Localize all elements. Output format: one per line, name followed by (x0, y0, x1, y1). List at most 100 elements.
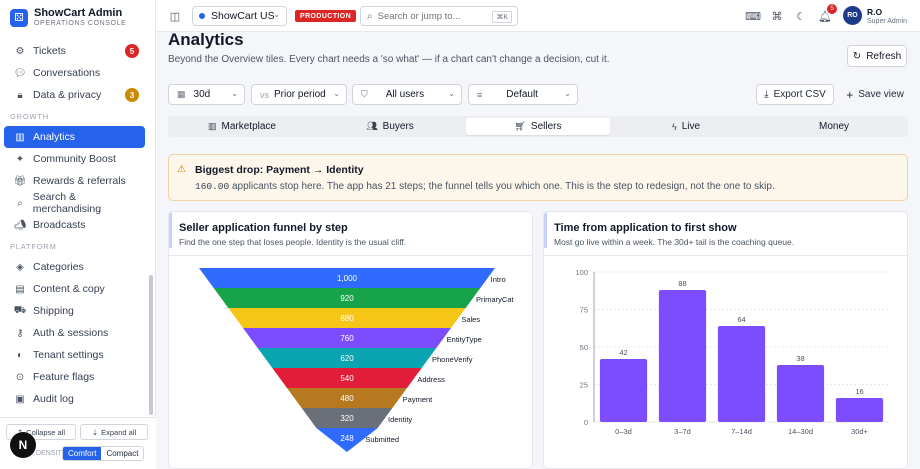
density-comfort-option[interactable]: Comfort (63, 447, 102, 460)
chevron-down-icon: ⌄ (333, 89, 340, 98)
tab-marketplace[interactable]: ▥ Marketplace (170, 118, 314, 135)
tab-buyers[interactable]: 👥︎ Buyers (318, 118, 462, 135)
sidebar-item-categories[interactable]: ◈ Categories (4, 256, 145, 278)
megaphone-icon: 📣︎ (13, 219, 27, 231)
sidebar-item-label: Feature flags (33, 371, 95, 383)
expand-all-label: Expand all (101, 427, 137, 437)
brand[interactable]: ⚄ ShowCart Admin OPERATIONS CONSOLE (10, 7, 126, 28)
brand-title: ShowCart Admin (34, 7, 123, 19)
sidebar-item-tenant-settings[interactable]: ◐ Tenant settings (4, 344, 145, 366)
store-select[interactable]: ShowCart US ⌄ (192, 6, 287, 26)
tab-sellers[interactable]: 🛒︎ Sellers (466, 118, 610, 135)
tab-live[interactable]: ϟ Live (614, 118, 758, 135)
sidebar-item-content-copy[interactable]: ▤ Content & copy (4, 278, 145, 300)
lines-icon: ≡ (477, 89, 483, 100)
compare-select[interactable]: vs Prior period ⌄ (251, 84, 347, 105)
users-icon: 👥︎ (366, 121, 378, 131)
sidebar-item-conversations[interactable]: 💬︎ Conversations (4, 62, 145, 84)
funnel-segment[interactable] (316, 428, 378, 452)
search-box[interactable]: ⌕ ⌘K (360, 6, 518, 26)
bar[interactable] (835, 398, 884, 422)
bar[interactable] (599, 359, 648, 422)
bar[interactable] (717, 326, 766, 422)
funnel-segment[interactable] (287, 388, 407, 408)
funnel-value-label: 880 (340, 314, 354, 323)
export-csv-label: Export CSV (773, 89, 826, 100)
bar-chart-icon: ▥ (15, 131, 25, 143)
funnel-segment[interactable] (213, 288, 481, 308)
bar-value-label: 64 (737, 315, 745, 324)
sidebar-item-label: Rewards & referrals (33, 175, 126, 187)
refresh-button[interactable]: ↻ Refresh (847, 45, 907, 67)
bell-icon[interactable]: 🔔︎ (818, 10, 832, 23)
audience-select[interactable]: ⛉ All users ⌄ (352, 84, 462, 105)
page-title: Analytics (168, 30, 244, 49)
funnel-step-label: Sales (461, 315, 480, 324)
calendar-icon: ▦ (177, 89, 186, 99)
funnel-step-label: Identity (388, 415, 412, 424)
sidebar-toggle-icon[interactable]: ◫ (169, 10, 181, 23)
search-input[interactable] (377, 10, 478, 22)
bar[interactable] (658, 290, 707, 422)
store-dot-icon (199, 13, 205, 19)
funnel-segment[interactable] (257, 348, 437, 368)
funnel-segment[interactable] (301, 408, 393, 428)
density-toggle[interactable]: Comfort Compact (62, 446, 145, 461)
count-badge: 5 (125, 44, 139, 58)
expand-all-button[interactable]: ⇣ Expand all (80, 424, 148, 440)
layers-icon: ◈ (16, 261, 24, 273)
funnel-segment[interactable] (228, 308, 466, 328)
sidebar-scrollbar[interactable] (149, 275, 153, 415)
moon-icon[interactable]: ☾ (796, 10, 806, 23)
sidebar-item-label: Conversations (33, 67, 101, 79)
page-subtitle: Beyond the Overview tiles. Every chart n… (168, 54, 610, 65)
sidebar-item-community-boost[interactable]: ✦ Community Boost (4, 148, 145, 170)
divider (544, 255, 907, 256)
y-tick-label: 100 (575, 268, 588, 277)
sidebar-item-label: Shipping (33, 305, 74, 317)
next-logo-avatar[interactable]: N (10, 432, 36, 458)
compare-prefix: vs (260, 89, 269, 100)
sidebar-item-analytics[interactable]: ▥ Analytics (4, 126, 145, 148)
sidebar-item-search-merchandising[interactable]: ⌕ Search & merchandising (4, 191, 145, 215)
sidebar-item-broadcasts[interactable]: 📣︎ Broadcasts (4, 214, 145, 236)
funnel-chart: 1,000 Intro 920 PrimaryCat 880 Sales 760 Entity… (199, 268, 514, 452)
palette-icon: ◐ (16, 349, 24, 361)
save-view-button[interactable]: + Save view (842, 84, 908, 105)
expand-icon: ⇣ (91, 427, 99, 437)
keyboard-icon[interactable]: ⌨ (745, 10, 761, 23)
bar-value-label: 88 (678, 279, 686, 288)
command-icon[interactable]: ⌘ (771, 10, 783, 23)
funnel-segment[interactable] (272, 368, 422, 388)
bar[interactable] (776, 365, 825, 422)
sidebar-item-tickets[interactable]: ⚙ Tickets 5 (4, 40, 145, 62)
gift-icon: 🎁︎ (13, 175, 27, 187)
funnel-value-label: 1,000 (337, 274, 358, 283)
sidebar-item-rewards-referrals[interactable]: 🎁︎ Rewards & referrals (4, 170, 145, 192)
sidebar-item-label: Broadcasts (33, 219, 86, 231)
sidebar-item-label: Audit log (33, 393, 74, 405)
density-compact-option[interactable]: Compact (106, 449, 139, 458)
brand-subtitle: OPERATIONS CONSOLE (34, 20, 127, 27)
x-tick-label: 3–7d (674, 427, 691, 436)
tab-money[interactable]: Money (762, 118, 906, 135)
view-select[interactable]: ≡ Default ⌄ (468, 84, 578, 105)
sidebar-item-audit-log[interactable]: ▣ Audit log (4, 388, 145, 410)
sidebar-item-feature-flags[interactable]: ⊙ Feature flags (4, 366, 145, 388)
sidebar-item-auth-sessions[interactable]: ⚷ Auth & sessions (4, 322, 145, 344)
sidebar-item-shipping[interactable]: ⛟ Shipping (4, 300, 145, 322)
export-csv-button[interactable]: ⤓ Export CSV (756, 84, 834, 105)
audience-value: All users (385, 89, 425, 100)
clipboard-icon: ▣ (15, 393, 25, 405)
user-avatar[interactable]: RO (843, 6, 862, 25)
funnel-segment[interactable] (199, 268, 495, 288)
chevron-down-icon: ⌄ (273, 10, 280, 19)
search-icon: ⌕ (17, 197, 23, 209)
x-tick-label: 30d+ (851, 427, 869, 436)
date-range-select[interactable]: ▦ 30d ⌄ (168, 84, 245, 105)
store-select-value: ShowCart US (211, 10, 275, 22)
funnel-segment[interactable] (243, 328, 451, 348)
refresh-icon: ↻ (852, 50, 862, 62)
sidebar-item-data-privacy[interactable]: 🔒︎ Data & privacy 3 (4, 84, 145, 106)
y-tick-label: 0 (584, 418, 588, 427)
